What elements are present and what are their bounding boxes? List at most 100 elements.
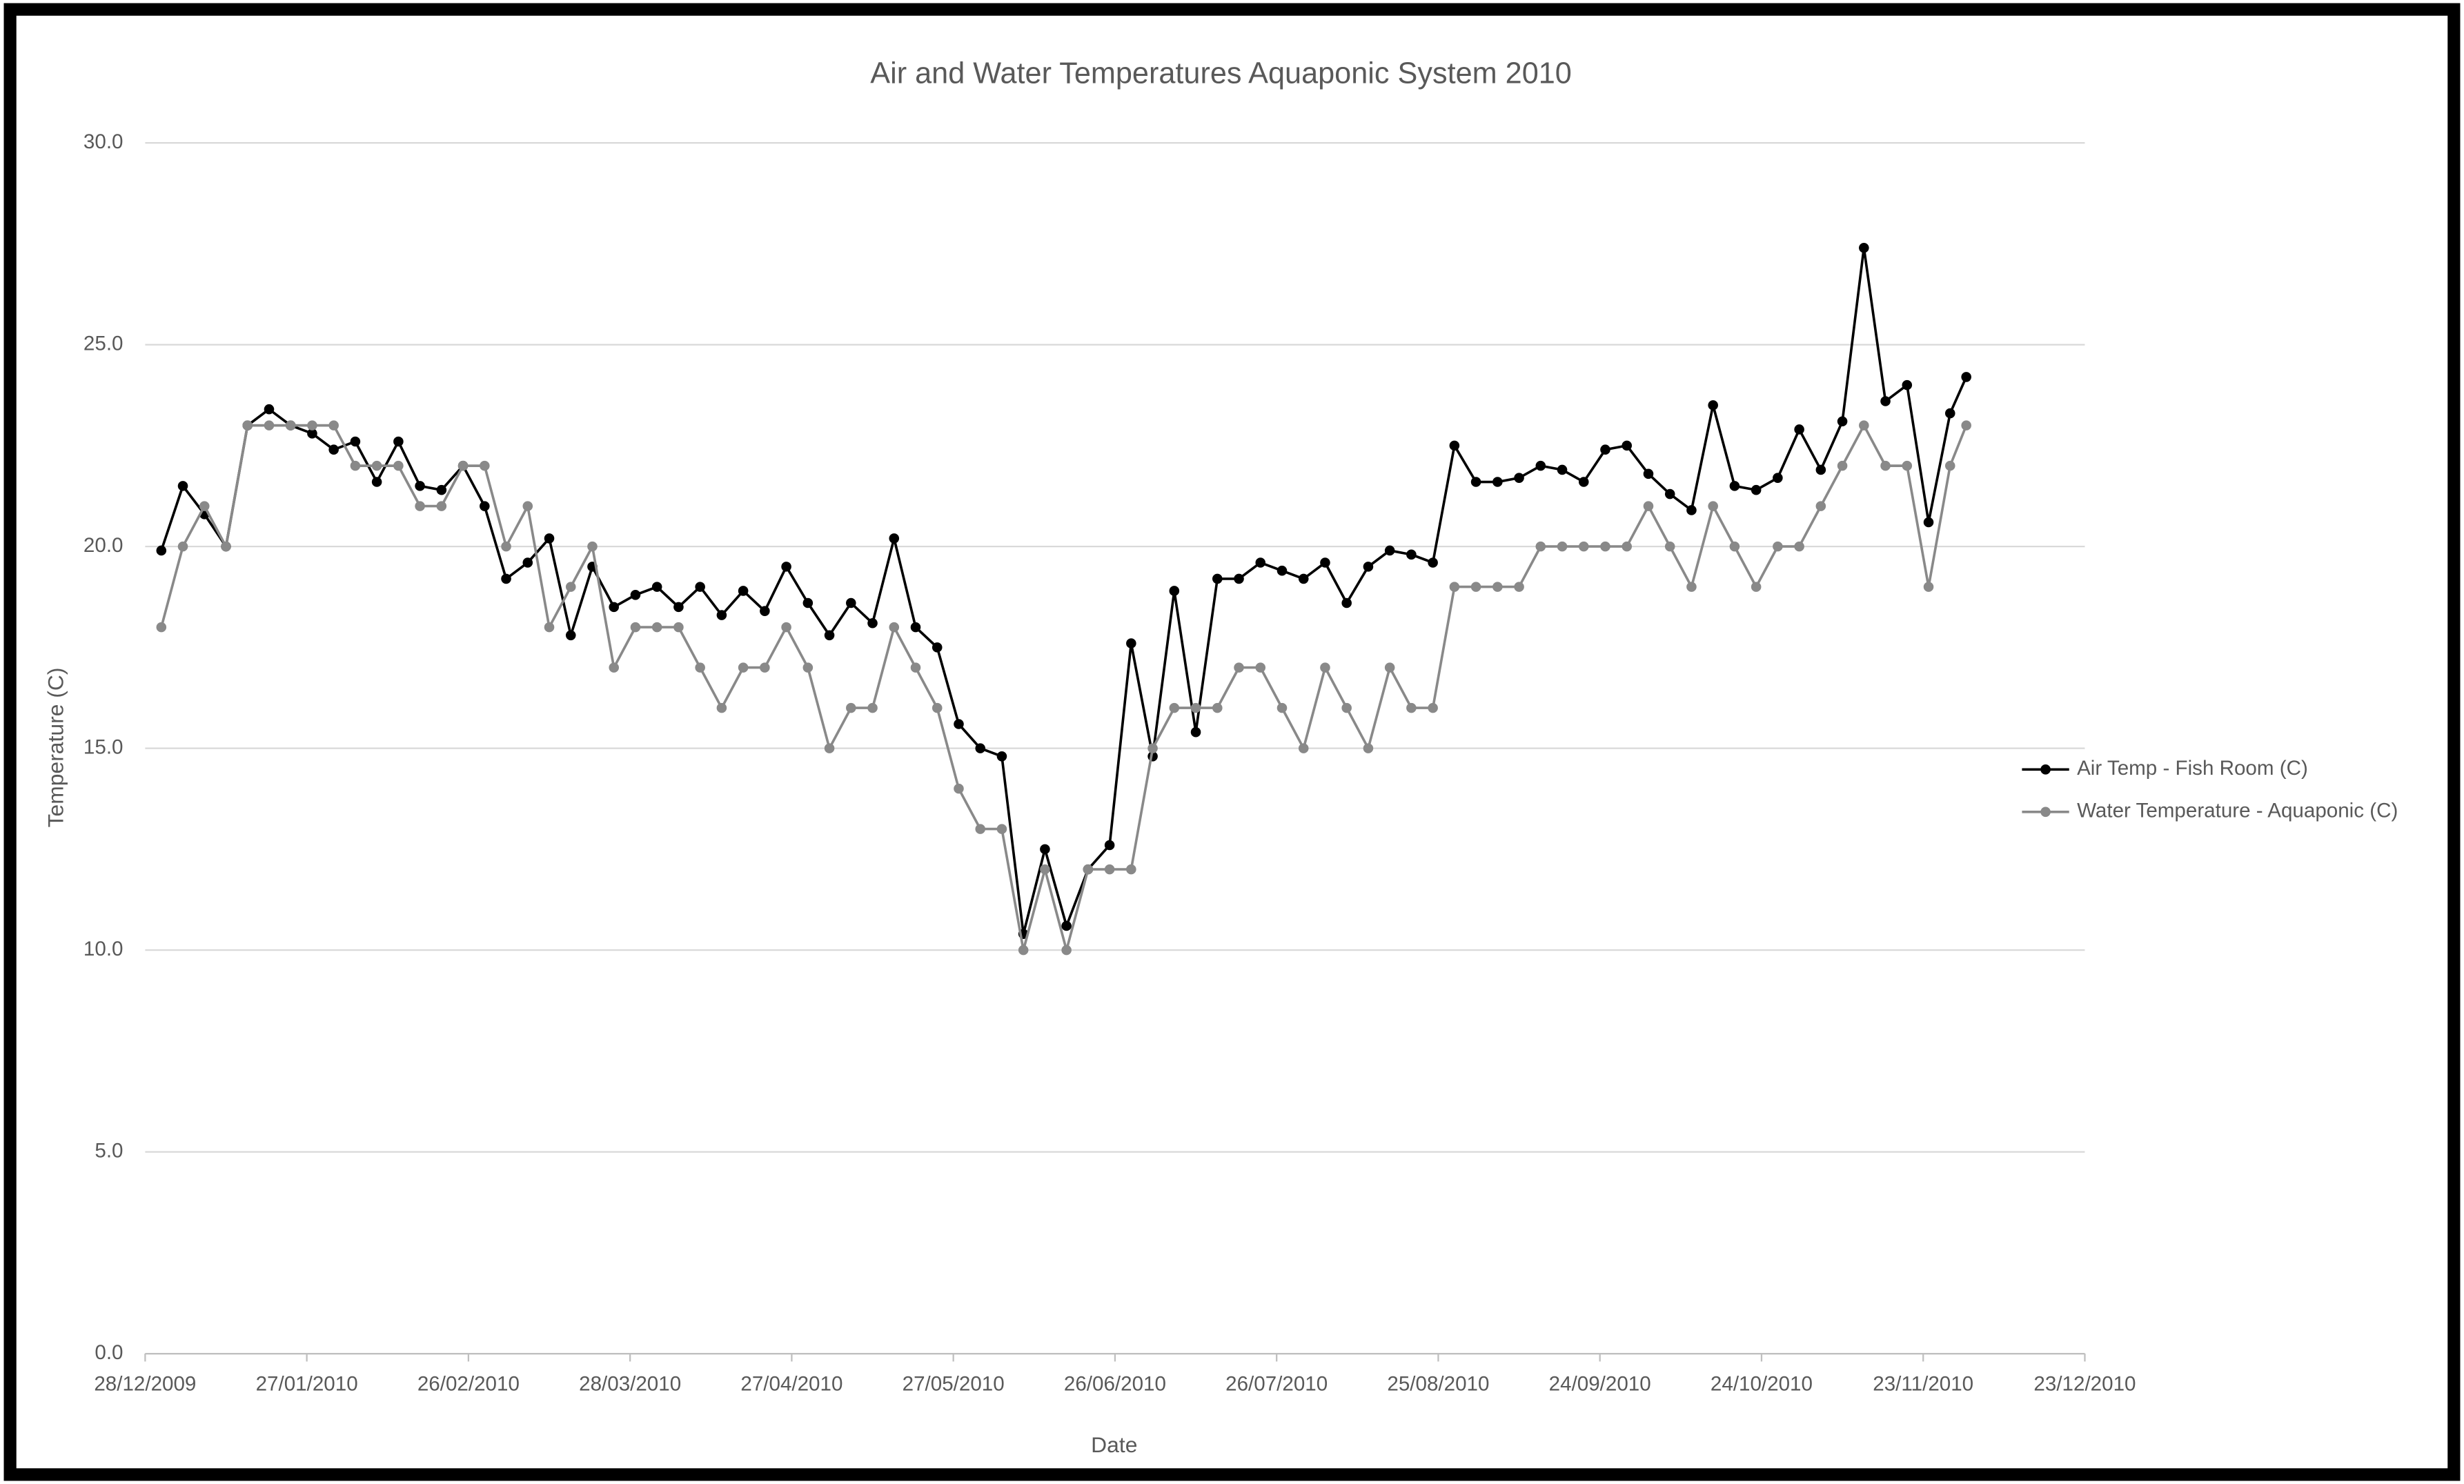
data-point: [1643, 468, 1654, 479]
data-point: [285, 420, 296, 431]
data-point: [954, 719, 964, 729]
data-point: [695, 582, 705, 592]
data-point: [1859, 420, 1869, 431]
data-point: [1837, 460, 1848, 471]
data-point: [1859, 242, 1869, 253]
data-point: [1961, 420, 1971, 431]
legend-label: Water Temperature - Aquaponic (C): [2077, 800, 2398, 822]
data-point: [1773, 473, 1783, 483]
data-point: [1492, 477, 1503, 487]
data-point: [1126, 638, 1136, 649]
data-point: [932, 642, 943, 653]
data-point: [1837, 416, 1848, 427]
y-tick-label: 5.0: [95, 1139, 123, 1162]
y-axis-title: Temperature (C): [43, 667, 68, 827]
data-point: [415, 481, 425, 491]
data-point: [954, 783, 964, 794]
data-point: [716, 702, 727, 713]
data-point: [1212, 702, 1223, 713]
data-point: [1298, 743, 1309, 753]
data-point: [1944, 408, 1955, 419]
data-point: [350, 460, 361, 471]
data-point: [1147, 743, 1158, 753]
data-point: [932, 702, 943, 713]
data-point: [1902, 460, 1913, 471]
data-point: [436, 501, 447, 511]
data-point: [1406, 549, 1417, 560]
data-point: [910, 622, 921, 633]
x-tick-label: 26/07/2010: [1225, 1372, 1328, 1395]
data-point: [1234, 662, 1244, 673]
data-point: [1751, 484, 1762, 495]
data-point: [544, 533, 555, 544]
chart-title: Air and Water Temperatures Aquaponic Sys…: [870, 57, 1572, 90]
data-point: [1341, 702, 1352, 713]
x-tick-label: 24/09/2010: [1549, 1372, 1651, 1395]
data-point: [1686, 505, 1697, 515]
data-point: [867, 702, 878, 713]
data-point: [1190, 726, 1201, 738]
data-point: [264, 404, 275, 415]
data-point: [177, 481, 188, 491]
data-point: [975, 824, 985, 834]
data-point: [1406, 702, 1417, 713]
data-point: [415, 501, 425, 511]
data-point: [1751, 582, 1762, 592]
frame: [3, 3, 2461, 1481]
data-point: [1040, 864, 1050, 875]
data-point: [587, 541, 598, 552]
data-point: [889, 533, 900, 544]
data-point: [824, 743, 835, 753]
data-point: [609, 602, 620, 613]
data-point: [1428, 702, 1438, 713]
data-point: [1535, 541, 1546, 552]
data-point: [1600, 444, 1610, 455]
data-point: [1622, 541, 1633, 552]
data-point: [630, 590, 641, 600]
data-point: [1277, 565, 1288, 576]
data-point: [1708, 501, 1718, 511]
data-point: [1018, 944, 1029, 956]
data-point: [544, 622, 555, 633]
data-point: [156, 545, 167, 556]
y-tick-label: 10.0: [83, 938, 124, 960]
data-point: [1449, 440, 1460, 451]
data-point: [996, 751, 1007, 762]
data-point: [1923, 582, 1934, 592]
data-point: [501, 573, 511, 584]
data-point: [673, 622, 684, 633]
data-point: [1961, 372, 1971, 382]
data-point: [1664, 488, 1675, 499]
data-point: [480, 460, 490, 471]
data-point: [565, 630, 576, 641]
data-point: [1923, 517, 1934, 528]
data-point: [1320, 557, 1330, 568]
data-point: [846, 597, 856, 609]
data-point: [1773, 541, 1783, 552]
data-point: [1470, 477, 1481, 487]
data-point: [436, 484, 447, 495]
data-point: [867, 617, 878, 629]
data-point: [802, 597, 814, 609]
data-point: [1514, 473, 1524, 483]
x-tick-label: 27/01/2010: [256, 1372, 358, 1395]
data-point: [738, 586, 749, 596]
data-point: [1880, 460, 1891, 471]
data-point: [1384, 662, 1395, 673]
data-point: [1298, 573, 1309, 584]
x-tick-label: 26/02/2010: [417, 1372, 520, 1395]
data-point: [371, 477, 382, 487]
data-point: [457, 460, 469, 471]
data-point: [1040, 844, 1050, 855]
data-point: [760, 662, 770, 673]
data-point: [1190, 702, 1201, 713]
data-point: [630, 622, 641, 633]
data-point: [221, 541, 231, 552]
data-point: [1428, 557, 1438, 568]
data-point: [393, 460, 404, 471]
data-point: [1363, 562, 1374, 572]
y-tick-label: 20.0: [83, 534, 124, 557]
data-point: [156, 622, 167, 633]
data-point: [393, 436, 404, 447]
